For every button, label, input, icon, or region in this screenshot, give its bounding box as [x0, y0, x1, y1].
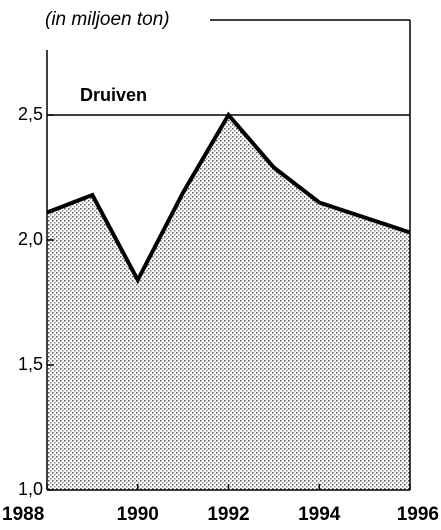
x-tick-label: 1996	[397, 504, 439, 525]
chart-title: Druiven	[80, 85, 147, 105]
area	[47, 115, 410, 490]
y-tick-label: 2,5	[18, 104, 43, 124]
x-tick-label: 1992	[207, 504, 249, 525]
unit-label: (in miljoen ton)	[45, 9, 170, 30]
y-tick-label: 1,5	[18, 354, 43, 374]
y-tick-label: 2,0	[18, 229, 43, 249]
y-tick-label: 1,0	[18, 479, 43, 499]
x-tick-label: 1990	[117, 504, 159, 525]
x-tick-label: 1994	[298, 504, 341, 525]
x-tick-label: 1988	[2, 504, 44, 525]
